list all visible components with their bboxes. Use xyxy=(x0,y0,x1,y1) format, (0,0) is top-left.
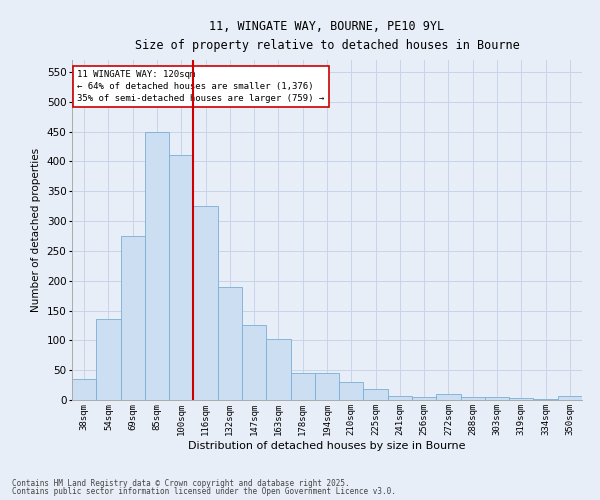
Bar xyxy=(436,394,461,400)
Y-axis label: Number of detached properties: Number of detached properties xyxy=(31,148,41,312)
Bar xyxy=(169,156,193,400)
Bar xyxy=(412,397,436,400)
Text: Contains HM Land Registry data © Crown copyright and database right 2025.: Contains HM Land Registry data © Crown c… xyxy=(12,478,350,488)
Bar xyxy=(509,398,533,400)
Bar xyxy=(388,396,412,400)
Bar xyxy=(290,372,315,400)
Bar xyxy=(121,236,145,400)
X-axis label: Distribution of detached houses by size in Bourne: Distribution of detached houses by size … xyxy=(188,440,466,450)
Text: 11 WINGATE WAY: 120sqm
← 64% of detached houses are smaller (1,376)
35% of semi-: 11 WINGATE WAY: 120sqm ← 64% of detached… xyxy=(77,70,325,103)
Bar xyxy=(193,206,218,400)
Bar xyxy=(364,390,388,400)
Bar xyxy=(339,382,364,400)
Bar xyxy=(96,319,121,400)
Bar xyxy=(266,338,290,400)
Bar xyxy=(242,326,266,400)
Title: 11, WINGATE WAY, BOURNE, PE10 9YL
Size of property relative to detached houses i: 11, WINGATE WAY, BOURNE, PE10 9YL Size o… xyxy=(134,20,520,52)
Bar xyxy=(145,132,169,400)
Bar xyxy=(485,397,509,400)
Bar xyxy=(461,397,485,400)
Bar xyxy=(558,396,582,400)
Bar xyxy=(533,399,558,400)
Bar xyxy=(315,372,339,400)
Bar xyxy=(72,379,96,400)
Bar xyxy=(218,286,242,400)
Text: Contains public sector information licensed under the Open Government Licence v3: Contains public sector information licen… xyxy=(12,487,396,496)
